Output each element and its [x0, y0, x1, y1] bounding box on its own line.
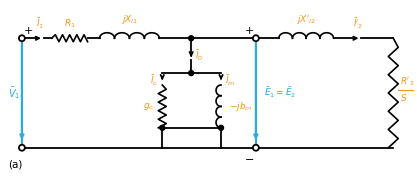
Circle shape — [19, 145, 25, 151]
Text: $\bar{I}_0$: $\bar{I}_0$ — [195, 49, 203, 63]
Circle shape — [219, 125, 224, 130]
Text: $\bar{E}_1 = \bar{E}_2$: $\bar{E}_1 = \bar{E}_2$ — [264, 86, 296, 100]
Text: $\bar{V}_1$: $\bar{V}_1$ — [8, 85, 20, 101]
Text: $-$: $-$ — [244, 153, 254, 163]
Text: $R'_2$: $R'_2$ — [400, 76, 414, 88]
Circle shape — [253, 145, 259, 151]
Text: $S$: $S$ — [400, 93, 408, 103]
Text: $-jb_m$: $-jb_m$ — [229, 100, 253, 113]
Circle shape — [19, 35, 25, 41]
Circle shape — [160, 125, 165, 130]
Text: $g_c$: $g_c$ — [143, 101, 154, 112]
Text: $R_1$: $R_1$ — [64, 18, 75, 30]
Text: $\bar{I}_c$: $\bar{I}_c$ — [150, 74, 158, 88]
Text: (a): (a) — [8, 160, 23, 170]
Text: $\bar{I}'_2$: $\bar{I}'_2$ — [353, 17, 364, 31]
Circle shape — [188, 36, 193, 41]
Circle shape — [253, 35, 259, 41]
Circle shape — [188, 71, 193, 76]
Text: +: + — [24, 26, 33, 36]
Text: $jX_{l1}$: $jX_{l1}$ — [121, 13, 138, 26]
Text: $jX'_{l2}$: $jX'_{l2}$ — [296, 13, 316, 26]
Text: $\bar{I}_1$: $\bar{I}_1$ — [36, 17, 44, 31]
Text: $\bar{I}_m$: $\bar{I}_m$ — [225, 74, 236, 88]
Text: +: + — [244, 26, 254, 36]
